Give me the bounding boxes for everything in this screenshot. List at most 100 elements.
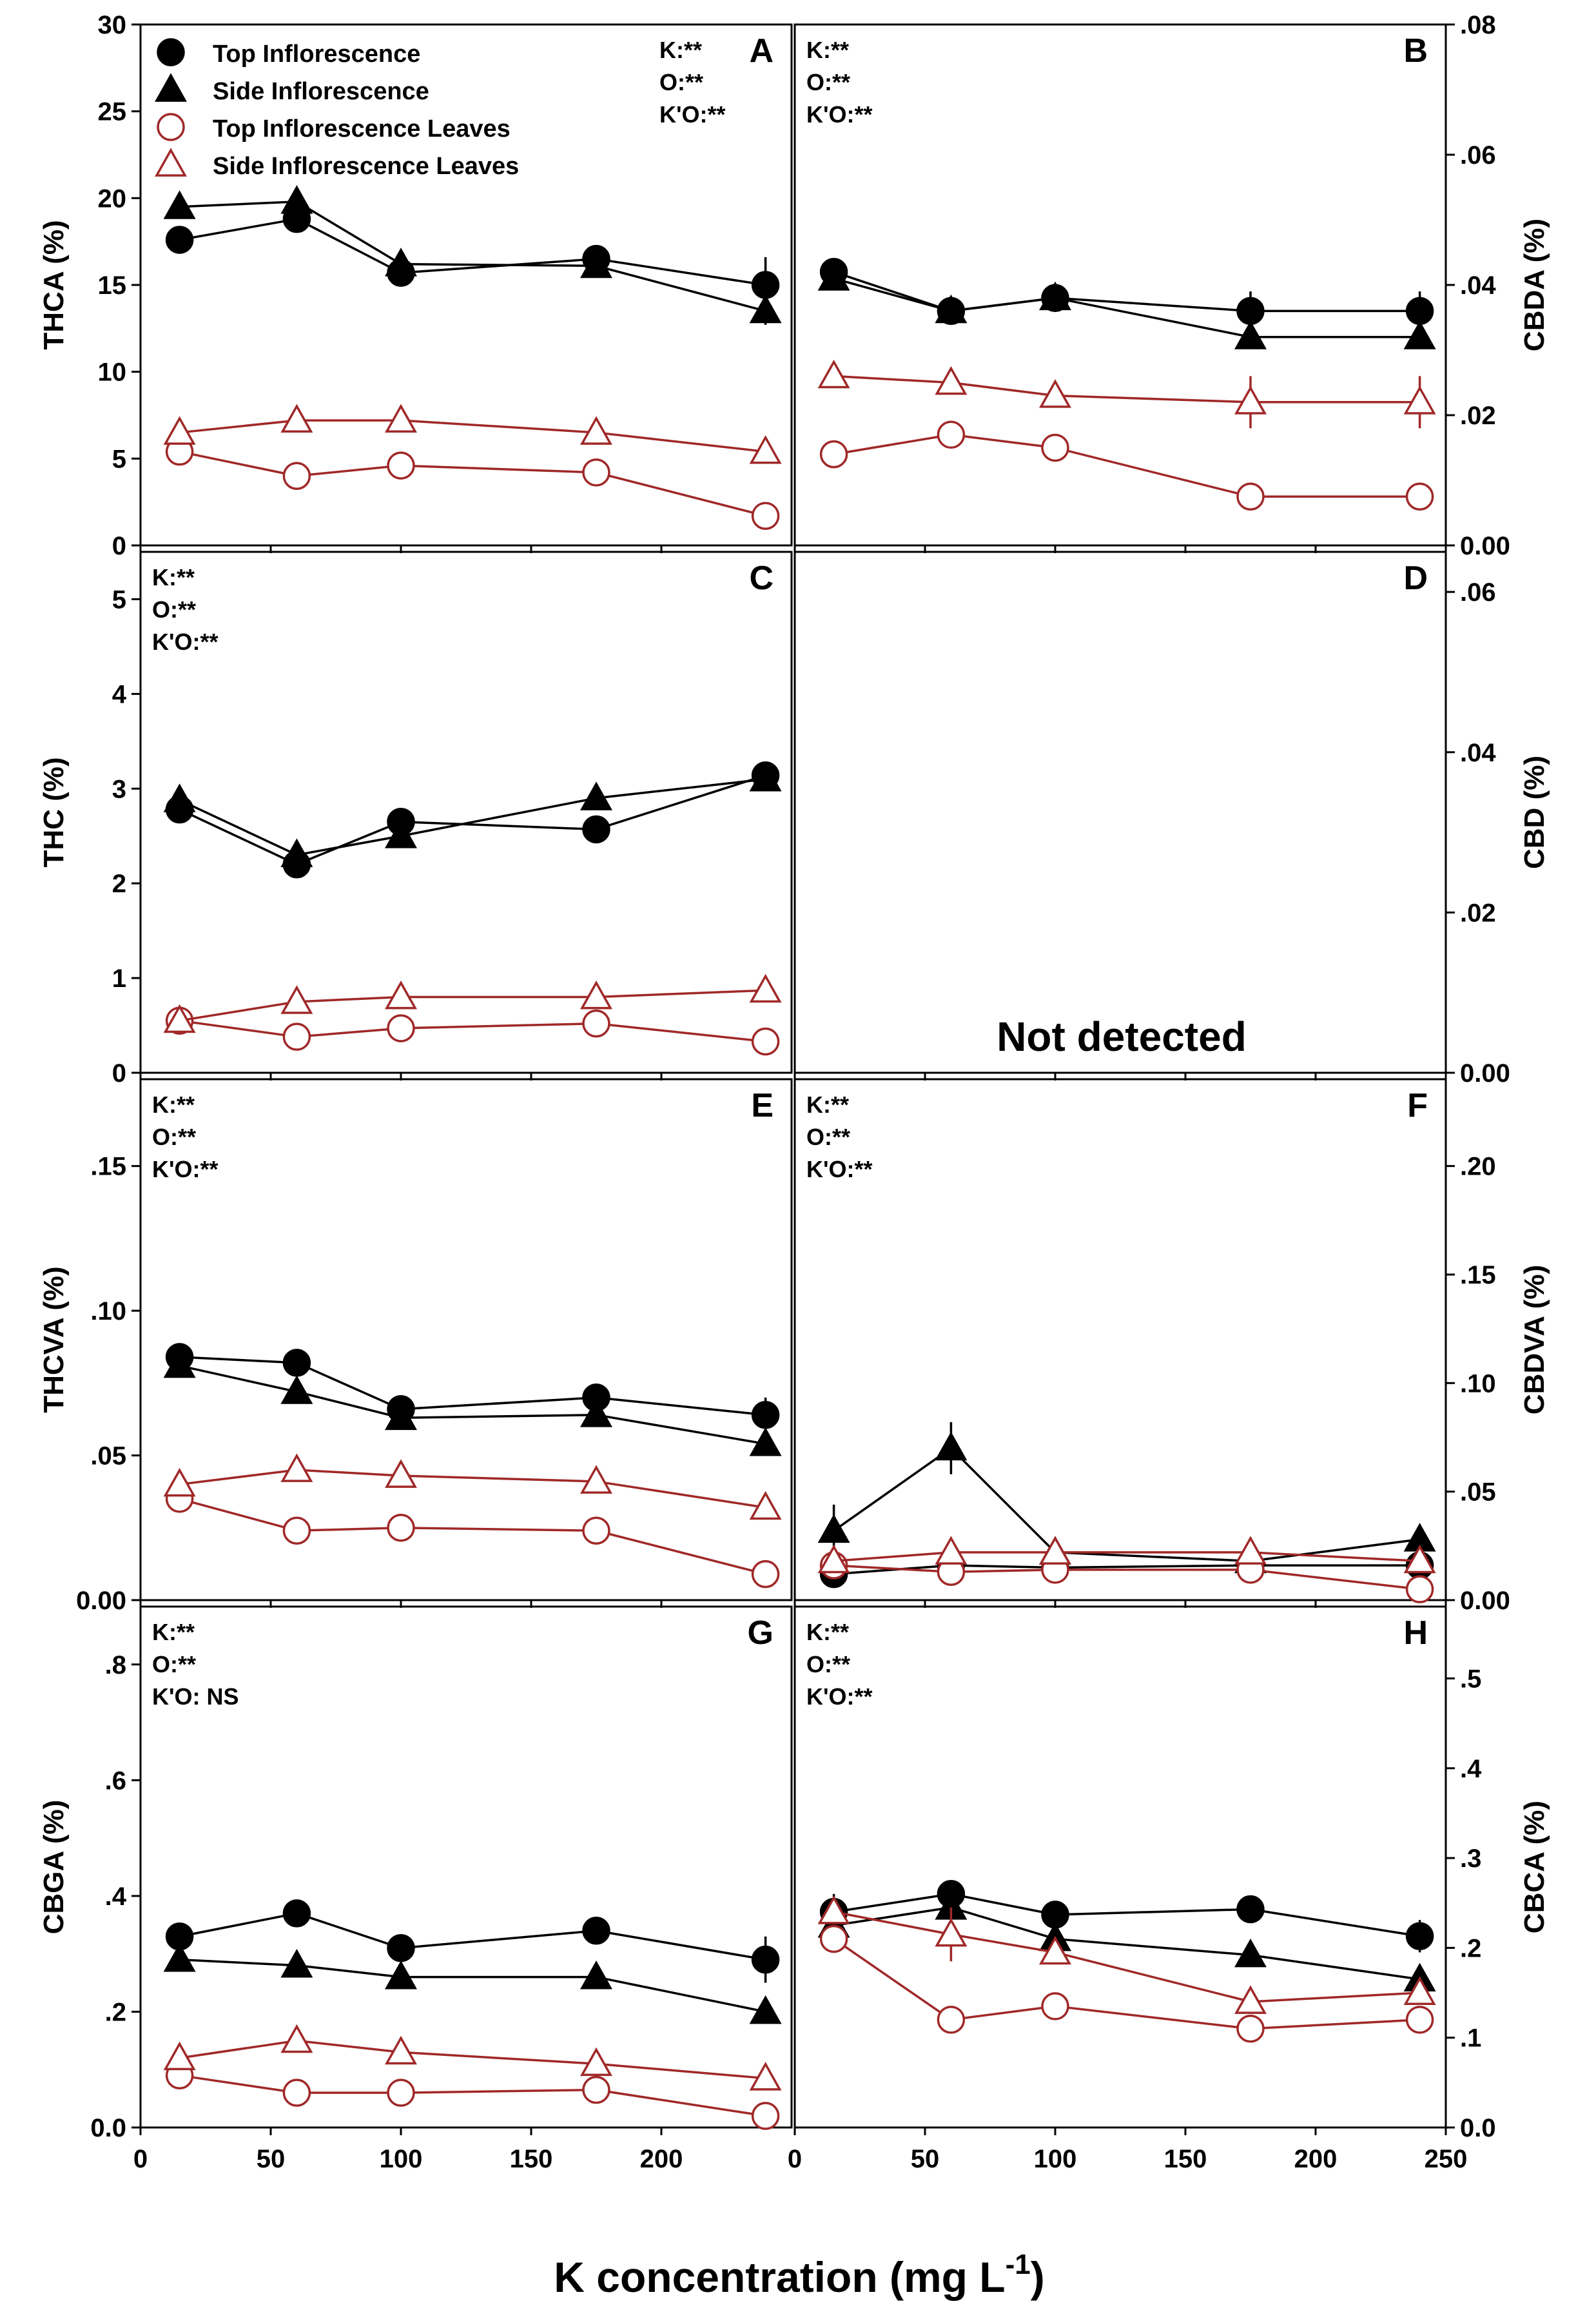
- y-tick-label: 4: [112, 680, 127, 709]
- x-tick-label: 200: [640, 2145, 683, 2173]
- data-point: [163, 416, 196, 445]
- data-point: [580, 980, 612, 1010]
- stat-annotation: K:**: [659, 37, 702, 63]
- series-top-leaves: [165, 1006, 780, 1056]
- data-point: [387, 451, 415, 480]
- data-point: [163, 1349, 196, 1378]
- y-tick-label: .20: [1460, 1153, 1496, 1181]
- data-point: [751, 2102, 780, 2130]
- legend-item-top-inflorescence: Top Inflorescence: [157, 38, 420, 68]
- legend-item-top-leaves: Top Inflorescence Leaves: [157, 113, 511, 142]
- series-side-leaves: [163, 2024, 782, 2091]
- panel-letter: H: [1403, 1614, 1428, 1652]
- series-top-leaves: [165, 2061, 780, 2130]
- stat-annotation: O:**: [152, 596, 196, 623]
- data-point: [1041, 1992, 1069, 2020]
- series-side-leaves: [817, 1536, 1436, 1574]
- data-point: [387, 1933, 415, 1962]
- panel-letter: F: [1407, 1087, 1428, 1124]
- panel-frame: [139, 1078, 793, 1601]
- data-point: [582, 1009, 610, 1038]
- data-point: [817, 1544, 850, 1574]
- stat-annotation: K'O: NS: [152, 1683, 239, 1710]
- data-point: [1403, 320, 1436, 349]
- x-axis-title-superscript: -1: [1006, 2249, 1031, 2280]
- data-point: [280, 838, 313, 868]
- x-tick-label: 150: [1164, 2145, 1207, 2173]
- x-axis-title: K concentration (mg L-1): [554, 2249, 1044, 2301]
- data-point: [1234, 1985, 1267, 2014]
- y-tick-label: .02: [1460, 402, 1496, 430]
- y-tick-label: .15: [90, 1153, 126, 1181]
- y-tick-label: .4: [105, 1883, 127, 1911]
- series-top-leaves: [165, 437, 780, 530]
- series-line: [833, 1910, 1420, 2003]
- series-top-inflorescence: [819, 258, 1434, 331]
- series-line: [833, 375, 1420, 404]
- series-line: [833, 433, 1420, 498]
- y-tick-label: 3: [112, 775, 126, 803]
- series-line: [179, 1912, 766, 1961]
- data-point: [751, 271, 780, 299]
- data-point: [580, 781, 612, 810]
- panel-h: 0.0 .1 .2 .3 .4 .5 0 50 100 150 200 250 CBCA (%) H K:*…: [788, 1605, 1550, 2173]
- data-point: [282, 1349, 311, 1377]
- data-point: [282, 1899, 311, 1928]
- series-top-inflorescence: [819, 1880, 1434, 1953]
- y-tick-label: 0.00: [76, 1587, 126, 1615]
- data-point: [582, 458, 610, 487]
- y-tick-label: 5: [112, 585, 126, 614]
- y-tick-label: .3: [1460, 1844, 1481, 1873]
- series-side-leaves: [817, 1895, 1436, 2014]
- legend-marker: [155, 148, 187, 177]
- data-point: [1403, 1544, 1436, 1574]
- data-point: [282, 1516, 311, 1545]
- y-tick-label: 0.00: [1460, 532, 1510, 560]
- data-point: [163, 783, 196, 812]
- data-point: [582, 1917, 610, 1945]
- panel-frame: [793, 1078, 1447, 1601]
- data-point: [582, 1516, 610, 1545]
- data-point: [1234, 386, 1267, 415]
- series-line: [833, 1551, 1420, 1563]
- data-point: [817, 1895, 850, 1924]
- data-point: [385, 1459, 417, 1488]
- data-point: [1234, 1536, 1267, 1565]
- data-point: [751, 502, 780, 530]
- panel-frame: [793, 23, 1447, 547]
- data-point: [282, 2078, 311, 2107]
- x-axis-title-close: ): [1031, 2253, 1045, 2301]
- series-top-leaves: [819, 420, 1434, 511]
- data-point: [387, 2078, 415, 2107]
- legend: Top Inflorescence Side Inflorescence Top I…: [155, 38, 519, 180]
- data-point: [280, 1375, 313, 1404]
- panel-f: 0.00 .05 .10 .15 .20 CBDVA (%) F K:** O:** K'O:**: [793, 1078, 1550, 1615]
- y-tick-label: 15: [98, 271, 127, 300]
- stat-annotation: K:**: [806, 1619, 849, 1645]
- x-axis-title-main: K concentration (mg L: [554, 2253, 1005, 2301]
- y-tick-label: 0.0: [1460, 2114, 1496, 2142]
- data-point: [163, 1467, 196, 1497]
- y-tick-label: .4: [1460, 1755, 1482, 1783]
- data-point: [280, 985, 313, 1014]
- data-point: [817, 1514, 850, 1543]
- data-point: [385, 404, 417, 433]
- series-line: [179, 1469, 766, 1509]
- data-point: [935, 366, 968, 395]
- y-axis-title: CBDA (%): [1519, 219, 1550, 351]
- y-tick-label: .6: [105, 1766, 126, 1795]
- x-tick-label: 200: [1294, 2145, 1338, 2173]
- series-side-leaves: [163, 973, 782, 1033]
- y-axis-title: THCA (%): [38, 220, 70, 349]
- data-point: [163, 190, 196, 219]
- data-point: [280, 185, 313, 214]
- data-point: [280, 1949, 313, 1978]
- y-tick-label: .04: [1460, 271, 1496, 300]
- stat-annotation: O:**: [152, 1651, 196, 1677]
- series-line: [833, 1564, 1420, 1590]
- data-point: [385, 819, 417, 848]
- data-point: [580, 416, 612, 445]
- panel-g: 0.0 .2 .4 .6 .8 0 50 100 150 200 CBGA (%) G K:** O:**…: [38, 1605, 793, 2173]
- data-point: [937, 2006, 966, 2034]
